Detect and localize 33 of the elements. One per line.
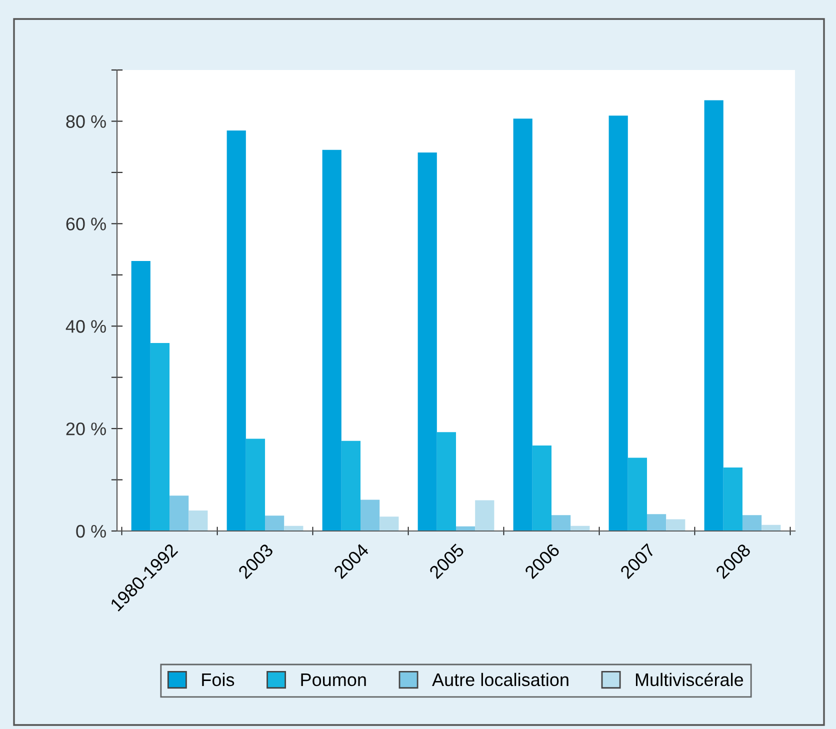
bar [666,519,686,531]
legend-label: Poumon [301,674,366,686]
bar [322,150,342,531]
y-tick-label: 40 % [66,320,106,333]
bar [341,440,361,531]
bar [418,152,437,531]
legend-label: Autre localisation [432,672,568,686]
bar [723,467,742,531]
bar [742,515,762,531]
bar [532,445,552,531]
y-tick-label: 80 % [66,115,106,128]
legend-label: Fois [202,672,234,686]
y-tick-label: 20 % [66,422,106,436]
bar [360,500,380,531]
bar [246,438,266,531]
bar [475,500,494,531]
bar [628,458,647,531]
bar [551,515,571,531]
bar [170,496,189,531]
bar [265,516,284,531]
bar [226,130,246,531]
bar [188,510,208,531]
y-tick-label: 0 % [76,524,106,538]
bar [150,343,170,531]
y-tick-label: 60 % [66,218,106,230]
bar [704,100,724,531]
bar [513,118,532,531]
bar [608,116,628,531]
legend-label: Multiviscérale [636,672,744,686]
bar [436,432,456,531]
bar [131,261,150,531]
bar [380,516,399,531]
bar [646,514,666,531]
